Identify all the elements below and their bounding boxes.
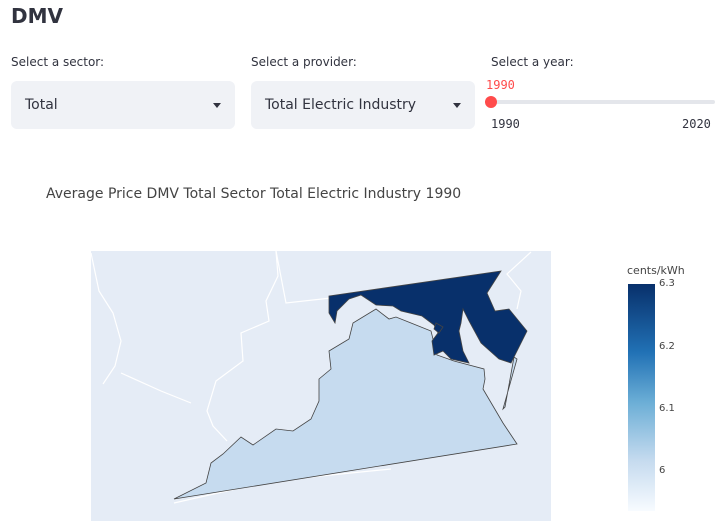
region-maryland [328, 270, 528, 364]
region-district-of-columbia [433, 322, 444, 334]
sector-select[interactable]: Total [11, 81, 235, 129]
provider-label: Select a provider: [251, 55, 357, 69]
provider-select-value: Total Electric Industry [265, 97, 417, 113]
region-virginia [173, 308, 518, 500]
colorbar [628, 284, 655, 511]
sector-label: Select a sector: [11, 55, 105, 69]
colorbar-tick: 6.2 [659, 341, 675, 352]
provider-select[interactable]: Total Electric Industry [251, 81, 475, 129]
year-slider-value: 1990 [486, 78, 515, 92]
colorbar-title: cents/kWh [627, 264, 685, 277]
background-boundaries [91, 251, 532, 504]
year-slider-min: 1990 [491, 117, 520, 131]
colorbar-tick: 6 [659, 465, 666, 476]
choropleth-map [91, 251, 551, 521]
year-slider-max: 2020 [682, 117, 711, 131]
sector-select-value: Total [25, 97, 58, 113]
page-title: DMV [11, 4, 63, 28]
colorbar-tick: 6.3 [659, 278, 675, 289]
chevron-down-icon [213, 102, 221, 108]
year-label: Select a year: [491, 55, 574, 69]
chevron-down-icon [453, 102, 461, 108]
year-slider-thumb[interactable] [485, 96, 497, 108]
chart-title: Average Price DMV Total Sector Total Ele… [46, 186, 462, 202]
year-slider-track[interactable] [491, 100, 715, 104]
colorbar-tick: 6.1 [659, 403, 675, 414]
